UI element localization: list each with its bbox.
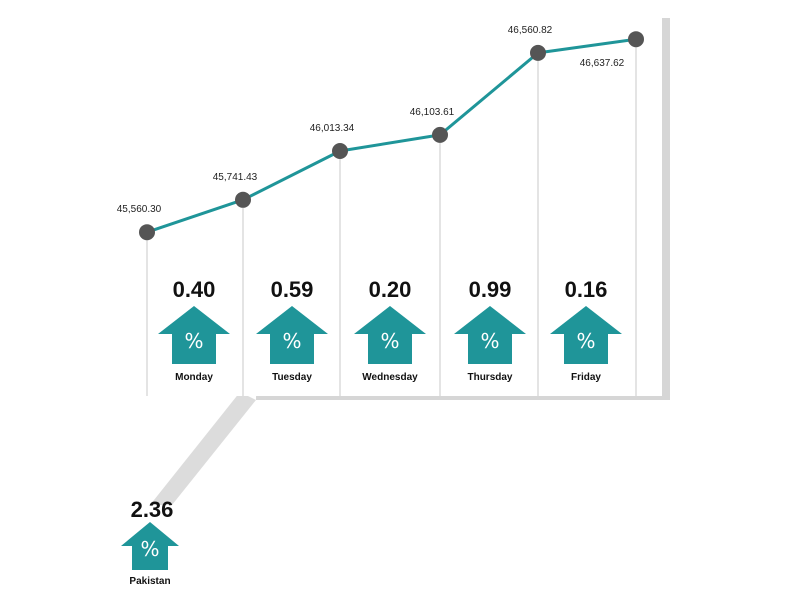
daily-change-value: 0.40: [173, 277, 216, 302]
data-point-marker: [530, 44, 546, 61]
data-point-label: 46,637.62: [580, 58, 625, 69]
daily-change-block: 0.59% Tuesday: [256, 277, 328, 383]
daily-change-blocks: 0.40% Monday 0.59% Tuesday 0.20% Wednesday 0.9…: [158, 277, 622, 383]
total-label: Pakistan: [129, 576, 170, 587]
daily-change-value: 0.20: [369, 277, 412, 302]
total-change-block: 2.36 % Pakistan: [121, 497, 179, 587]
daily-change-block: 0.16% Friday: [550, 277, 622, 383]
gridlines: [146, 39, 637, 396]
up-arrow-percent-icon: [158, 306, 230, 364]
data-point-label: 45,741.43: [213, 172, 258, 183]
markers: [139, 31, 644, 241]
day-label: Wednesday: [362, 372, 418, 383]
daily-change-symbol: %: [184, 329, 203, 353]
daily-change-symbol: %: [380, 329, 399, 353]
data-point-label: 45,560.30: [117, 204, 162, 215]
data-point-label: 46,560.82: [508, 25, 553, 36]
daily-change-value: 0.59: [271, 277, 314, 302]
data-point-marker: [628, 31, 644, 48]
point-labels: 45,560.30 45,741.43 46,013.34 46,103.61 46,5…: [117, 25, 625, 215]
daily-change-symbol: %: [480, 329, 499, 353]
day-label: Friday: [571, 372, 601, 383]
up-arrow-percent-icon: [354, 306, 426, 364]
total-change-value: 2.36: [131, 497, 174, 522]
series-line-index: [145, 37, 638, 234]
up-arrow-percent-icon: [454, 306, 526, 364]
data-point-marker: [235, 191, 251, 208]
total-change-symbol: %: [140, 537, 159, 561]
daily-change-symbol: %: [576, 329, 595, 353]
daily-change-block: 0.20% Wednesday: [354, 277, 426, 383]
daily-change-block: 0.40% Monday: [158, 277, 230, 383]
connector-band: [150, 392, 256, 505]
data-point-marker: [139, 224, 155, 241]
data-point-marker: [432, 126, 448, 143]
up-arrow-percent-icon: [256, 306, 328, 364]
daily-change-value: 0.99: [469, 277, 512, 302]
daily-change-block: 0.99% Thursday: [454, 277, 526, 383]
data-point-marker: [332, 143, 348, 159]
daily-change-value: 0.16: [565, 277, 608, 302]
up-arrow-percent-icon: [121, 522, 179, 570]
data-point-label: 46,013.34: [310, 123, 355, 134]
day-label: Tuesday: [272, 372, 312, 383]
up-arrow-percent-icon: [550, 306, 622, 364]
daily-change-symbol: %: [282, 329, 301, 353]
data-point-label: 46,103.61: [410, 107, 455, 118]
day-label: Thursday: [467, 372, 512, 383]
day-label: Monday: [175, 372, 213, 383]
